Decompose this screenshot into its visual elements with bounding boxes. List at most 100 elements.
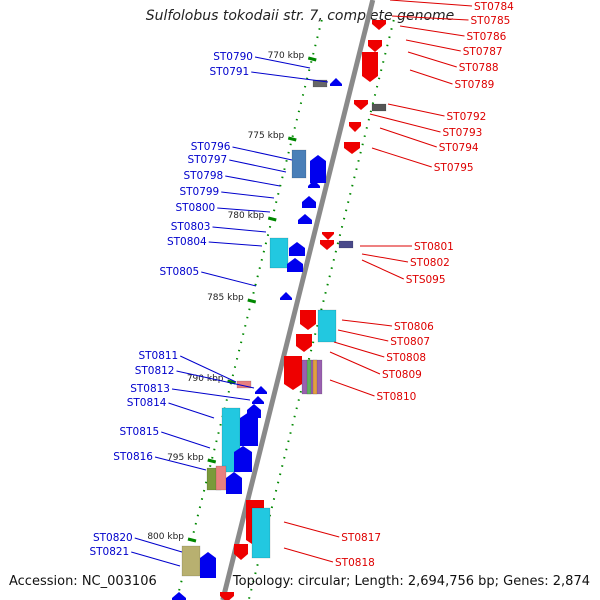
gene-block bbox=[306, 359, 312, 395]
gene-arrow bbox=[368, 40, 382, 52]
gene-arrow bbox=[296, 334, 312, 352]
tick-mark bbox=[267, 216, 277, 222]
leader-line bbox=[176, 370, 255, 389]
tick-label: 800 kbp bbox=[147, 532, 184, 542]
gene-block bbox=[215, 465, 227, 491]
leader-line bbox=[229, 159, 287, 173]
gene-block bbox=[312, 359, 318, 395]
leader-line bbox=[254, 56, 311, 69]
leader-line bbox=[161, 431, 211, 449]
gene-label-st0800: ST0800 bbox=[175, 202, 215, 214]
gene-arrow bbox=[362, 52, 378, 82]
leader-line bbox=[283, 547, 334, 563]
gene-arrow bbox=[298, 214, 312, 224]
gene-label-st0811: ST0811 bbox=[138, 350, 178, 362]
gene-label-st0814: ST0814 bbox=[127, 397, 167, 409]
gene-block bbox=[371, 103, 387, 112]
gene-label-st0807: ST0807 bbox=[390, 336, 430, 348]
gene-arrow bbox=[344, 142, 360, 154]
leader-line bbox=[131, 551, 181, 567]
gene-label-st0784: ST0784 bbox=[474, 1, 514, 13]
gene-block bbox=[269, 237, 289, 269]
accession-label: Accession: NC_003106 bbox=[9, 574, 157, 589]
gene-arrow bbox=[330, 78, 342, 86]
gene-arrow bbox=[308, 180, 320, 188]
leader-line bbox=[168, 402, 215, 419]
leader-line bbox=[221, 191, 275, 199]
gene-arrow bbox=[200, 552, 216, 578]
gene-label-st0809: ST0809 bbox=[382, 369, 422, 381]
leader-line bbox=[208, 241, 263, 247]
gene-label-st0812: ST0812 bbox=[135, 365, 175, 377]
gene-label-st0789: ST0789 bbox=[455, 79, 495, 91]
tick-label: 775 kbp bbox=[248, 131, 285, 141]
leader-line bbox=[283, 521, 340, 538]
gene-label-st0817: ST0817 bbox=[341, 532, 381, 544]
gene-arrow bbox=[289, 242, 305, 256]
leader-line bbox=[232, 146, 293, 161]
gene-block bbox=[251, 507, 271, 559]
gene-label-st0810: ST0810 bbox=[377, 391, 417, 403]
gene-label-st0820: ST0820 bbox=[93, 532, 133, 544]
tick-label: 790 kbp bbox=[187, 374, 224, 384]
gene-label-st0803: ST0803 bbox=[171, 221, 211, 233]
leader-line bbox=[171, 388, 251, 401]
gene-arrow bbox=[234, 446, 252, 472]
leader-line bbox=[391, 15, 469, 21]
gene-arrow bbox=[300, 310, 316, 330]
gene-label-st0796: ST0796 bbox=[191, 141, 231, 153]
gene-arrow bbox=[255, 386, 267, 394]
gene-label-st0802: ST0802 bbox=[410, 257, 450, 269]
gene-arrow bbox=[234, 544, 248, 560]
leader-line bbox=[389, 0, 473, 7]
leader-line bbox=[361, 259, 404, 280]
gene-block bbox=[312, 79, 328, 88]
gene-arrow bbox=[284, 356, 302, 390]
gene-arrow bbox=[287, 258, 303, 272]
gene-label-st0813: ST0813 bbox=[130, 383, 170, 395]
gene-label-st0795: ST0795 bbox=[434, 162, 474, 174]
gene-arrow bbox=[322, 232, 334, 240]
gene-arrow bbox=[172, 592, 186, 600]
tick-label: 770 kbp bbox=[268, 51, 305, 61]
gene-label-st0786: ST0786 bbox=[467, 31, 507, 43]
tick-mark bbox=[287, 136, 297, 142]
tick-label: 795 kbp bbox=[167, 453, 204, 463]
gene-arrow bbox=[252, 396, 264, 404]
gene-label-st0790: ST0790 bbox=[213, 51, 253, 63]
gene-block bbox=[338, 240, 354, 249]
gene-label-st0797: ST0797 bbox=[187, 154, 227, 166]
tick-mark bbox=[247, 298, 257, 304]
gene-label-st0798: ST0798 bbox=[183, 170, 223, 182]
leader-line bbox=[361, 253, 409, 263]
leader-line bbox=[337, 329, 389, 342]
gene-label-st0821: ST0821 bbox=[89, 546, 129, 558]
leader-line bbox=[409, 69, 453, 85]
gene-arrow bbox=[240, 412, 258, 446]
gene-arrow bbox=[220, 592, 234, 600]
gene-arrow bbox=[320, 240, 334, 250]
gene-arrow bbox=[280, 292, 292, 300]
leader-line bbox=[225, 175, 281, 187]
leader-line bbox=[371, 147, 432, 168]
gene-arrow bbox=[354, 100, 368, 110]
gene-block bbox=[181, 545, 201, 577]
gene-label-st0787: ST0787 bbox=[463, 46, 503, 58]
tick-mark bbox=[187, 537, 197, 543]
gene-label-st0793: ST0793 bbox=[443, 127, 483, 139]
gene-arrow bbox=[310, 155, 326, 183]
leader-line bbox=[251, 71, 329, 83]
genome-backbone bbox=[220, 0, 376, 600]
gene-label-st0816: ST0816 bbox=[113, 451, 153, 463]
tick-label: 780 kbp bbox=[228, 211, 265, 221]
gene-label-st0794: ST0794 bbox=[439, 142, 479, 154]
leader-line bbox=[369, 113, 441, 133]
gene-block bbox=[291, 149, 307, 179]
leader-line bbox=[333, 341, 385, 358]
leader-line bbox=[387, 103, 445, 117]
gene-label-st0804: ST0804 bbox=[167, 236, 207, 248]
leader-line bbox=[329, 379, 375, 397]
gene-label-st0801: ST0801 bbox=[414, 241, 454, 253]
leader-line bbox=[212, 226, 267, 233]
